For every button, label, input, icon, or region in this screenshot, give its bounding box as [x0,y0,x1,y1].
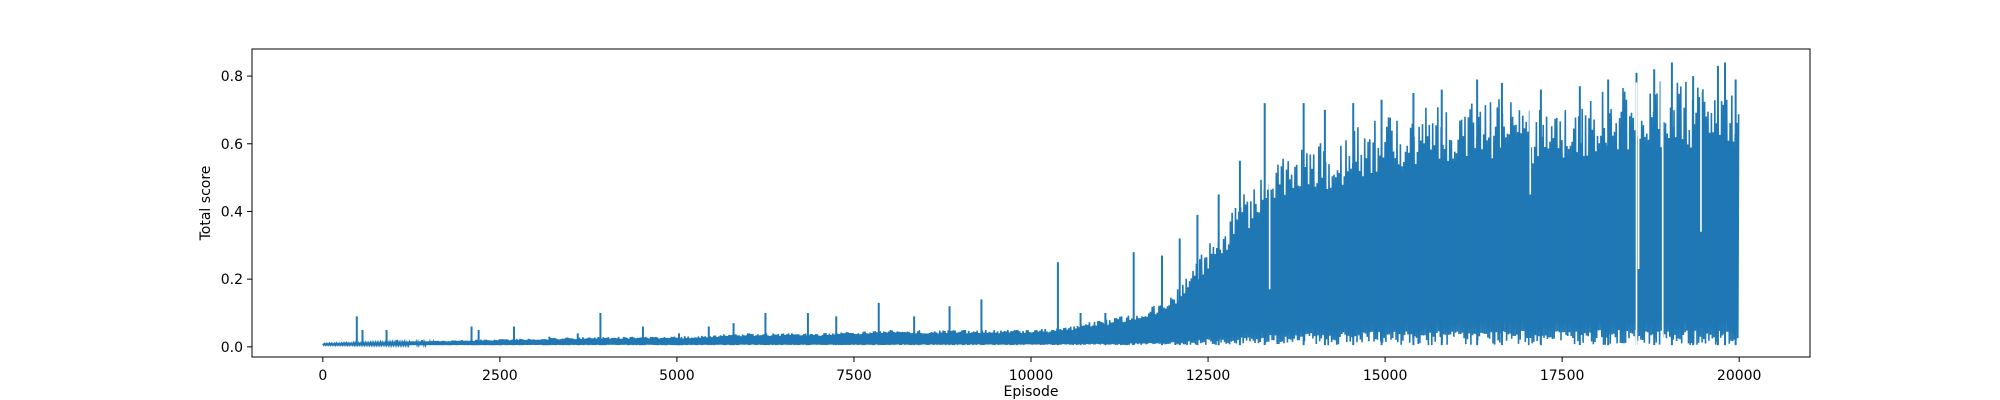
plot-area [322,62,1740,349]
x-tick-label: 2500 [482,368,518,384]
x-tick-label: 20000 [1717,368,1762,384]
y-tick-label: 0.0 [221,340,243,356]
y-axis-label: Total score [198,166,214,242]
y-tick-label: 0.8 [221,69,243,85]
axes-frame [251,48,1811,358]
x-tick-label: 17500 [1540,368,1585,384]
x-axis-label: Episode [1004,384,1059,400]
y-axis: 0.0 0.2 0.4 0.6 0.8 [221,69,252,356]
x-tick-label: 10000 [1009,368,1054,384]
x-tick-label: 12500 [1186,368,1231,384]
y-tick-label: 0.6 [221,137,243,153]
y-tick-label: 0.2 [221,272,243,288]
y-tick-label: 0.4 [221,204,243,220]
x-tick-label: 5000 [659,368,695,384]
x-tick-label: 15000 [1363,368,1408,384]
x-tick-label: 0 [318,368,327,384]
x-tick-label: 7500 [836,368,872,384]
x-axis: 0 2500 5000 7500 10000 12500 15000 17500 20000 [318,357,1761,384]
